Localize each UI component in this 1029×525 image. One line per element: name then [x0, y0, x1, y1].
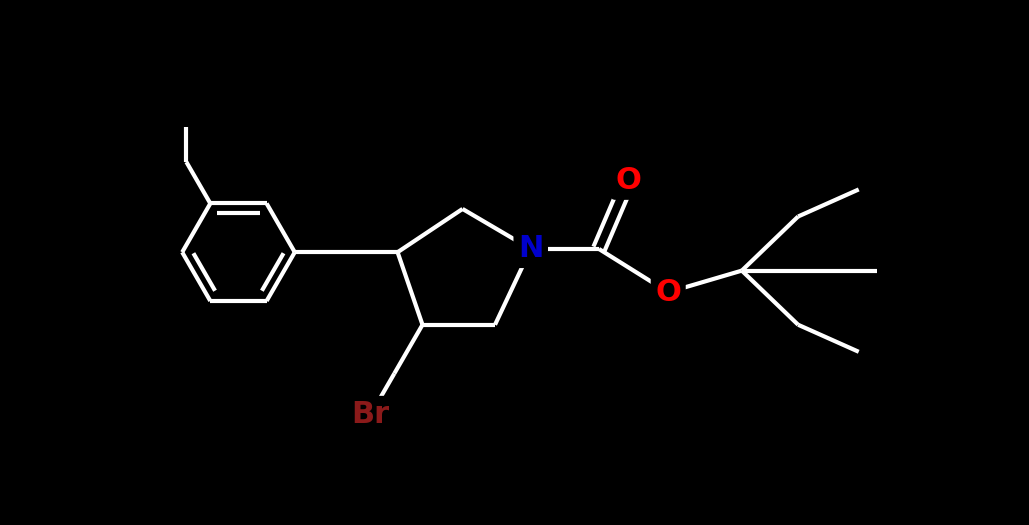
Text: O: O — [655, 278, 681, 307]
Text: O: O — [615, 166, 641, 195]
Text: Br: Br — [351, 401, 390, 429]
Text: N: N — [518, 235, 543, 264]
